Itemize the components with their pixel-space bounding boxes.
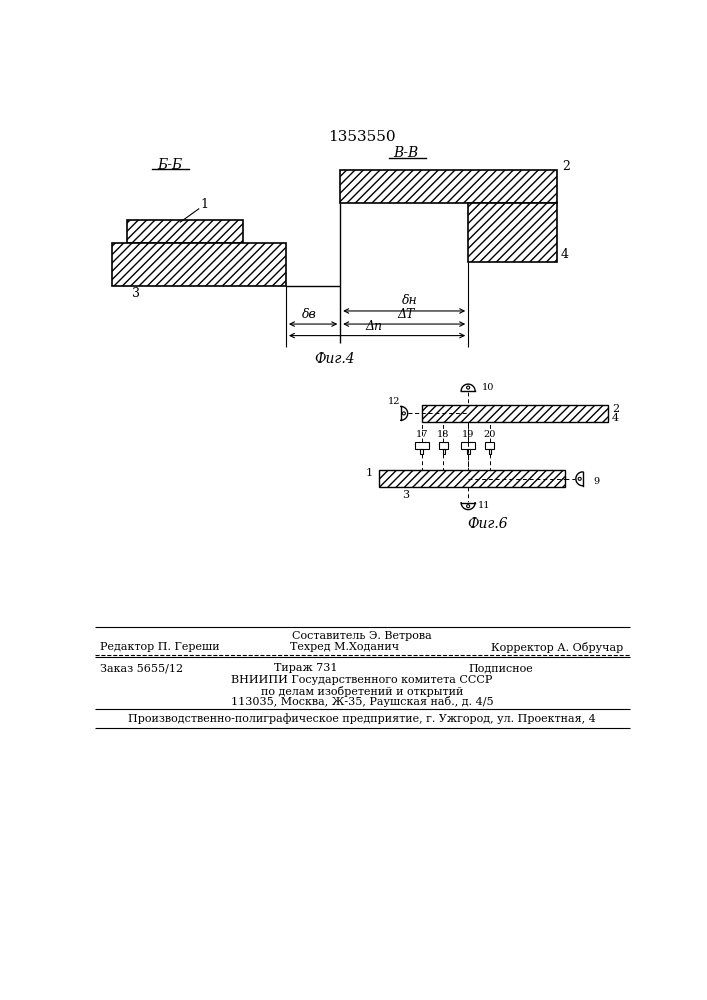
- Bar: [489, 449, 491, 454]
- Text: Редактор П. Гереши: Редактор П. Гереши: [100, 642, 220, 652]
- Polygon shape: [401, 406, 408, 420]
- Text: ВНИИПИ Государственного комитета СССР: ВНИИПИ Государственного комитета СССР: [231, 675, 493, 685]
- Circle shape: [578, 477, 581, 480]
- Text: Подписное: Подписное: [468, 663, 533, 673]
- Polygon shape: [340, 170, 557, 203]
- Text: 4: 4: [612, 413, 619, 423]
- Text: Δп: Δп: [365, 320, 382, 333]
- Text: Фиг.6: Фиг.6: [467, 517, 508, 531]
- Bar: [485, 442, 494, 449]
- Bar: [438, 442, 448, 449]
- Text: 10: 10: [482, 383, 494, 392]
- Text: 1: 1: [366, 468, 373, 478]
- Text: 17: 17: [416, 430, 428, 439]
- Polygon shape: [576, 472, 583, 486]
- Bar: [467, 449, 469, 454]
- Text: В-В: В-В: [394, 146, 419, 160]
- Text: 20: 20: [484, 430, 496, 439]
- Text: по делам изобретений и открытий: по делам изобретений и открытий: [261, 686, 463, 697]
- Text: 2: 2: [612, 404, 619, 414]
- Text: 4: 4: [561, 248, 569, 261]
- Text: 11: 11: [477, 501, 490, 510]
- Text: δв: δв: [302, 308, 317, 321]
- Text: 1353550: 1353550: [328, 130, 396, 144]
- Text: Заказ 5655/12: Заказ 5655/12: [100, 663, 183, 673]
- Text: Б-Б: Б-Б: [157, 158, 182, 172]
- Text: Техред М.Ходанич: Техред М.Ходанич: [290, 642, 399, 652]
- Polygon shape: [127, 220, 243, 243]
- Bar: [443, 449, 445, 454]
- Text: 9: 9: [594, 477, 600, 486]
- Circle shape: [467, 505, 469, 508]
- Text: ΔT: ΔT: [397, 308, 415, 321]
- Text: Производственно-полиграфическое предприятие, г. Ужгород, ул. Проектная, 4: Производственно-полиграфическое предприя…: [128, 714, 596, 724]
- Text: 113035, Москва, Ж-35, Раушская наб., д. 4/5: 113035, Москва, Ж-35, Раушская наб., д. …: [230, 696, 493, 707]
- Text: 12: 12: [388, 397, 401, 406]
- Polygon shape: [468, 203, 557, 262]
- Bar: [414, 442, 428, 449]
- Bar: [461, 442, 475, 449]
- Text: 19: 19: [462, 430, 474, 439]
- Polygon shape: [421, 405, 607, 422]
- Text: Корректор А. Обручар: Корректор А. Обручар: [491, 642, 624, 653]
- Text: Фиг.4: Фиг.4: [315, 352, 355, 366]
- Text: 18: 18: [437, 430, 450, 439]
- Text: δн: δн: [402, 294, 418, 307]
- Circle shape: [467, 386, 469, 389]
- Text: Составитель Э. Ветрова: Составитель Э. Ветрова: [292, 631, 432, 641]
- Text: 2: 2: [563, 160, 571, 173]
- Text: 3: 3: [402, 490, 409, 500]
- Text: 1: 1: [201, 198, 209, 211]
- Text: Тираж 731: Тираж 731: [274, 663, 338, 673]
- Polygon shape: [379, 470, 565, 487]
- Polygon shape: [112, 243, 286, 286]
- Bar: [420, 449, 423, 454]
- Text: 3: 3: [132, 287, 141, 300]
- Circle shape: [402, 412, 405, 415]
